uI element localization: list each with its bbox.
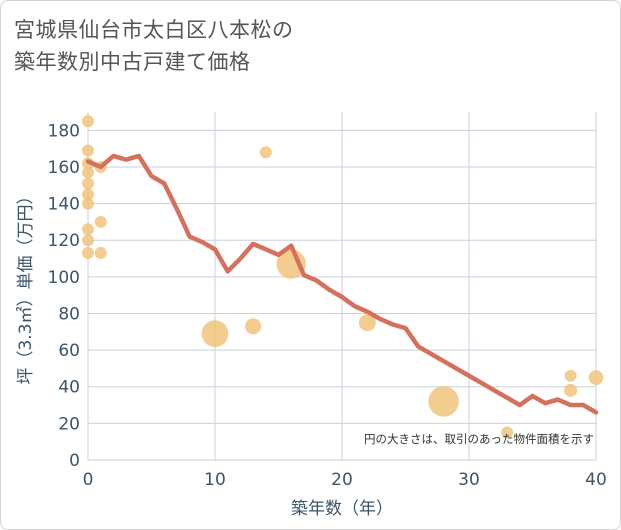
bubble-point: [82, 144, 94, 157]
bubble-point: [276, 249, 306, 279]
bubble-point: [201, 320, 229, 348]
bubble-point: [82, 188, 94, 201]
chart-title: 宮城県仙台市太白区八本松の 築年数別中古戸建て価格: [14, 14, 294, 78]
average-price-line: [85, 153, 599, 415]
bubble-point: [564, 383, 578, 397]
bubble-point: [428, 386, 459, 417]
y-tick-label: 20: [58, 414, 80, 434]
x-tick-label: 30: [458, 470, 480, 490]
y-axis-title: 坪（3.3㎡）単価（万円）: [16, 187, 36, 384]
bubble-point: [82, 115, 94, 128]
bubble-point: [82, 177, 94, 190]
bubble-point: [245, 318, 262, 335]
bubble-point: [82, 247, 94, 260]
y-tick-label: 0: [69, 451, 80, 471]
bubble-point: [564, 369, 577, 382]
bubble-series: [82, 115, 604, 439]
y-tick-label: 80: [58, 304, 80, 324]
chart-title-line2: 築年数別中古戸建て価格: [14, 50, 251, 74]
y-tick-label: 140: [48, 195, 80, 215]
bubble-point: [588, 370, 604, 385]
y-tick-label: 60: [58, 341, 80, 361]
size-annotation: 円の大きさは、取引のあった物件面積を示す: [364, 432, 594, 446]
x-tick-label: 0: [83, 470, 94, 490]
chart-title-line1: 宮城県仙台市太白区八本松の: [14, 18, 294, 42]
x-tick-label: 40: [585, 470, 607, 490]
bubble-point: [94, 247, 107, 260]
y-tick-label: 40: [58, 378, 80, 398]
bubble-point: [82, 223, 94, 236]
bubble-point: [82, 166, 94, 179]
y-tick-label: 120: [48, 231, 80, 251]
x-axis-title: 築年数（年）: [291, 499, 393, 519]
bubble-point: [501, 426, 514, 439]
tick-labels: 0 20 40 60 80 100 120 140 160 180 0 10 20 30 40: [48, 121, 607, 490]
x-tick-label: 10: [204, 470, 226, 490]
bubble-point: [358, 314, 376, 332]
bubble-point: [82, 234, 94, 247]
x-tick-label: 20: [331, 470, 353, 490]
y-tick-label: 100: [48, 268, 80, 288]
y-tick-label: 160: [48, 158, 80, 178]
bubble-point: [82, 197, 94, 210]
line-series: [85, 153, 599, 415]
bubble-point: [259, 146, 272, 159]
bubble-point: [94, 215, 107, 228]
y-tick-label: 180: [48, 121, 80, 141]
